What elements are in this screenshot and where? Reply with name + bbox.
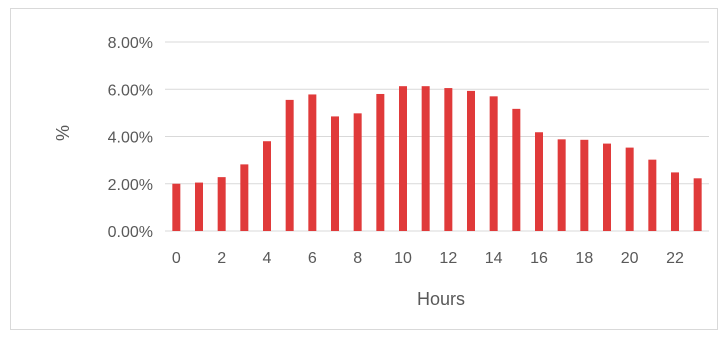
x-tick-label: 22 xyxy=(666,250,684,267)
bar-hour-21 xyxy=(648,159,657,231)
y-tick-label: 0.00% xyxy=(108,224,153,241)
bar-hour-10 xyxy=(399,86,407,232)
bar-hour-13 xyxy=(467,90,475,231)
bar-hour-16 xyxy=(535,132,543,231)
x-tick-label: 4 xyxy=(263,250,272,267)
bar-hour-5 xyxy=(285,99,294,231)
bar-hour-11 xyxy=(421,86,430,232)
x-tick-label: 0 xyxy=(172,250,181,267)
x-axis-title: Hours xyxy=(417,289,465,309)
bar-hour-22 xyxy=(671,172,679,231)
y-axis-title: % xyxy=(53,125,73,141)
bar-hour-23 xyxy=(693,178,702,231)
bar-chart: 0.00% 2.00% 4.00% 6.00% 8.00% 0 2 4 6 8 10 12 14 16 1… xyxy=(53,35,709,309)
bar-hour-6 xyxy=(308,94,317,231)
x-tick-label: 14 xyxy=(485,250,503,267)
y-tick-labels: 0.00% 2.00% 4.00% 6.00% 8.00% xyxy=(108,35,153,241)
x-tick-label: 16 xyxy=(530,250,548,267)
bar-hour-3 xyxy=(240,164,249,231)
y-tick-label: 6.00% xyxy=(108,82,153,99)
bar-hour-15 xyxy=(512,108,521,231)
bars xyxy=(172,86,702,232)
bar-hour-19 xyxy=(603,143,611,231)
chart-frame: 0.00% 2.00% 4.00% 6.00% 8.00% 0 2 4 6 8 10 12 14 16 1… xyxy=(10,8,718,330)
x-tick-label: 18 xyxy=(575,250,593,267)
bar-hour-20 xyxy=(625,147,634,231)
bar-hour-1 xyxy=(195,182,203,231)
bar-hour-12 xyxy=(444,88,453,231)
y-tick-label: 2.00% xyxy=(108,177,153,194)
x-tick-label: 6 xyxy=(308,250,317,267)
bar-hour-7 xyxy=(331,116,339,231)
bar-hour-14 xyxy=(489,96,498,232)
bar-hour-18 xyxy=(580,139,589,231)
y-tick-label: 4.00% xyxy=(108,130,153,147)
bar-hour-0 xyxy=(172,183,181,231)
x-tick-label: 10 xyxy=(394,250,412,267)
x-tick-label: 8 xyxy=(353,250,362,267)
bar-hour-8 xyxy=(353,113,362,231)
y-tick-label: 8.00% xyxy=(108,35,153,52)
gridlines xyxy=(165,41,709,232)
x-tick-labels: 0 2 4 6 8 10 12 14 16 18 20 22 xyxy=(172,250,684,267)
bar-hour-2 xyxy=(217,177,226,231)
bar-hour-17 xyxy=(557,139,566,231)
bar-hour-9 xyxy=(376,93,385,231)
x-tick-label: 20 xyxy=(621,250,639,267)
bar-hour-4 xyxy=(263,141,271,231)
x-tick-label: 2 xyxy=(217,250,226,267)
x-tick-label: 12 xyxy=(439,250,457,267)
